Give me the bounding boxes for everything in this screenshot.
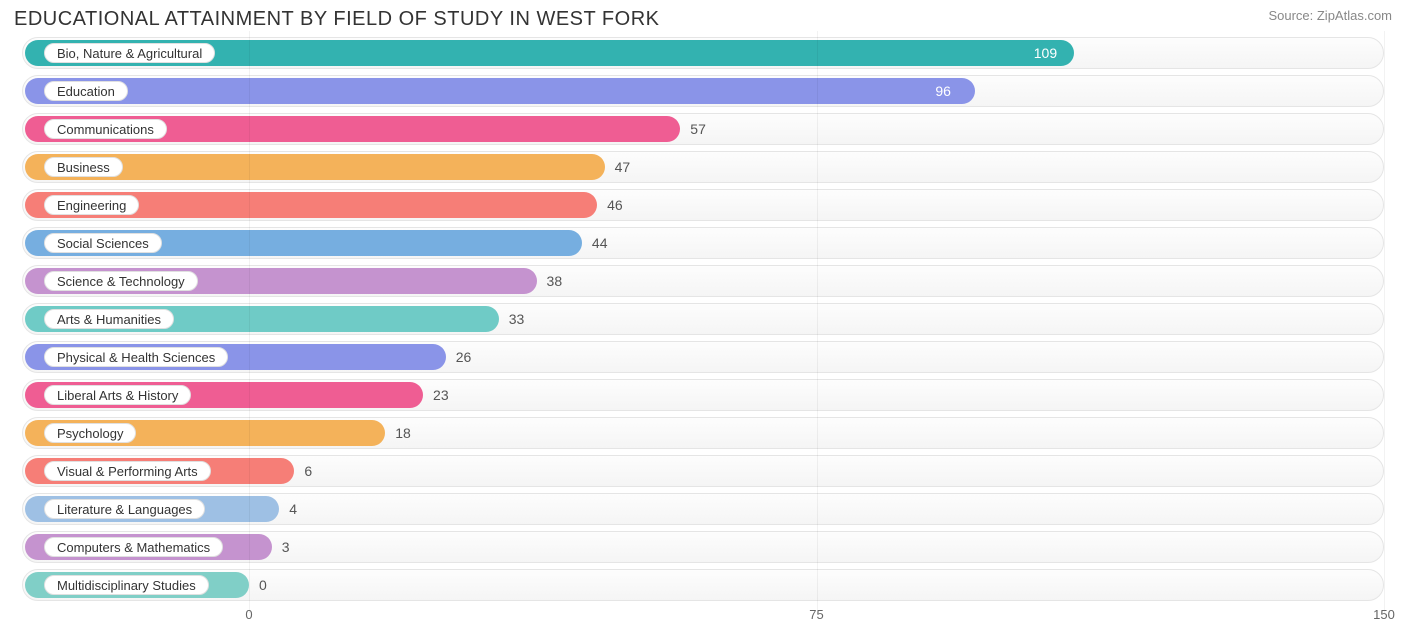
category-label: Physical & Health Sciences [44,347,228,367]
bar-value: 0 [259,569,267,601]
bar-value: 46 [607,189,623,221]
category-label: Bio, Nature & Agricultural [44,43,215,63]
chart-row: Literature & Languages 4 [22,493,1384,525]
chart-source: Source: ZipAtlas.com [1268,8,1392,23]
category-label: Engineering [44,195,139,215]
category-label: Psychology [44,423,136,443]
x-tick-label: 150 [1373,607,1395,622]
chart-row: Business 47 [22,151,1384,183]
bar-value: 4 [289,493,297,525]
category-label: Social Sciences [44,233,162,253]
bar-value: 38 [547,265,563,297]
chart-row: Visual & Performing Arts 6 [22,455,1384,487]
chart-row: Psychology 18 [22,417,1384,449]
bar-value: 6 [304,455,312,487]
category-label: Communications [44,119,167,139]
bar-value: 109 [1034,37,1057,69]
category-label: Education [44,81,128,101]
category-label: Literature & Languages [44,499,205,519]
category-label: Multidisciplinary Studies [44,575,209,595]
chart-container: EDUCATIONAL ATTAINMENT BY FIELD OF STUDY… [0,0,1406,632]
chart-row: Bio, Nature & Agricultural 109 [22,37,1384,69]
chart-row: Physical & Health Sciences 26 [22,341,1384,373]
category-label: Science & Technology [44,271,198,291]
grid-line [1384,31,1385,613]
chart-row: Multidisciplinary Studies 0 [22,569,1384,601]
chart-row: Social Sciences 44 [22,227,1384,259]
chart-header: EDUCATIONAL ATTAINMENT BY FIELD OF STUDY… [10,8,1396,37]
category-label: Visual & Performing Arts [44,461,211,481]
grid-line [249,31,250,613]
bar-value: 3 [282,531,290,563]
bar-value: 18 [395,417,411,449]
bar-value: 44 [592,227,608,259]
bar [25,78,975,104]
chart-row: Communications 57 [22,113,1384,145]
bar-value: 47 [615,151,631,183]
chart-row: Computers & Mathematics 3 [22,531,1384,563]
chart-row: Arts & Humanities 33 [22,303,1384,335]
category-label: Liberal Arts & History [44,385,191,405]
chart-row: Liberal Arts & History 23 [22,379,1384,411]
bar-value: 33 [509,303,525,335]
bar-value: 96 [935,75,951,107]
grid-line [817,31,818,613]
bar-value: 26 [456,341,472,373]
chart-row: Engineering 46 [22,189,1384,221]
plot-area: Bio, Nature & Agricultural 109 Education 96… [10,37,1396,601]
category-label: Computers & Mathematics [44,537,223,557]
category-label: Business [44,157,123,177]
bar-value: 57 [690,113,706,145]
x-tick-label: 0 [245,607,252,622]
chart-row: Science & Technology 38 [22,265,1384,297]
x-axis: 0 75 150 [10,607,1396,631]
bar-value: 23 [433,379,449,411]
x-tick-label: 75 [809,607,823,622]
chart-title: EDUCATIONAL ATTAINMENT BY FIELD OF STUDY… [14,8,659,31]
chart-row: Education 96 [22,75,1384,107]
category-label: Arts & Humanities [44,309,174,329]
